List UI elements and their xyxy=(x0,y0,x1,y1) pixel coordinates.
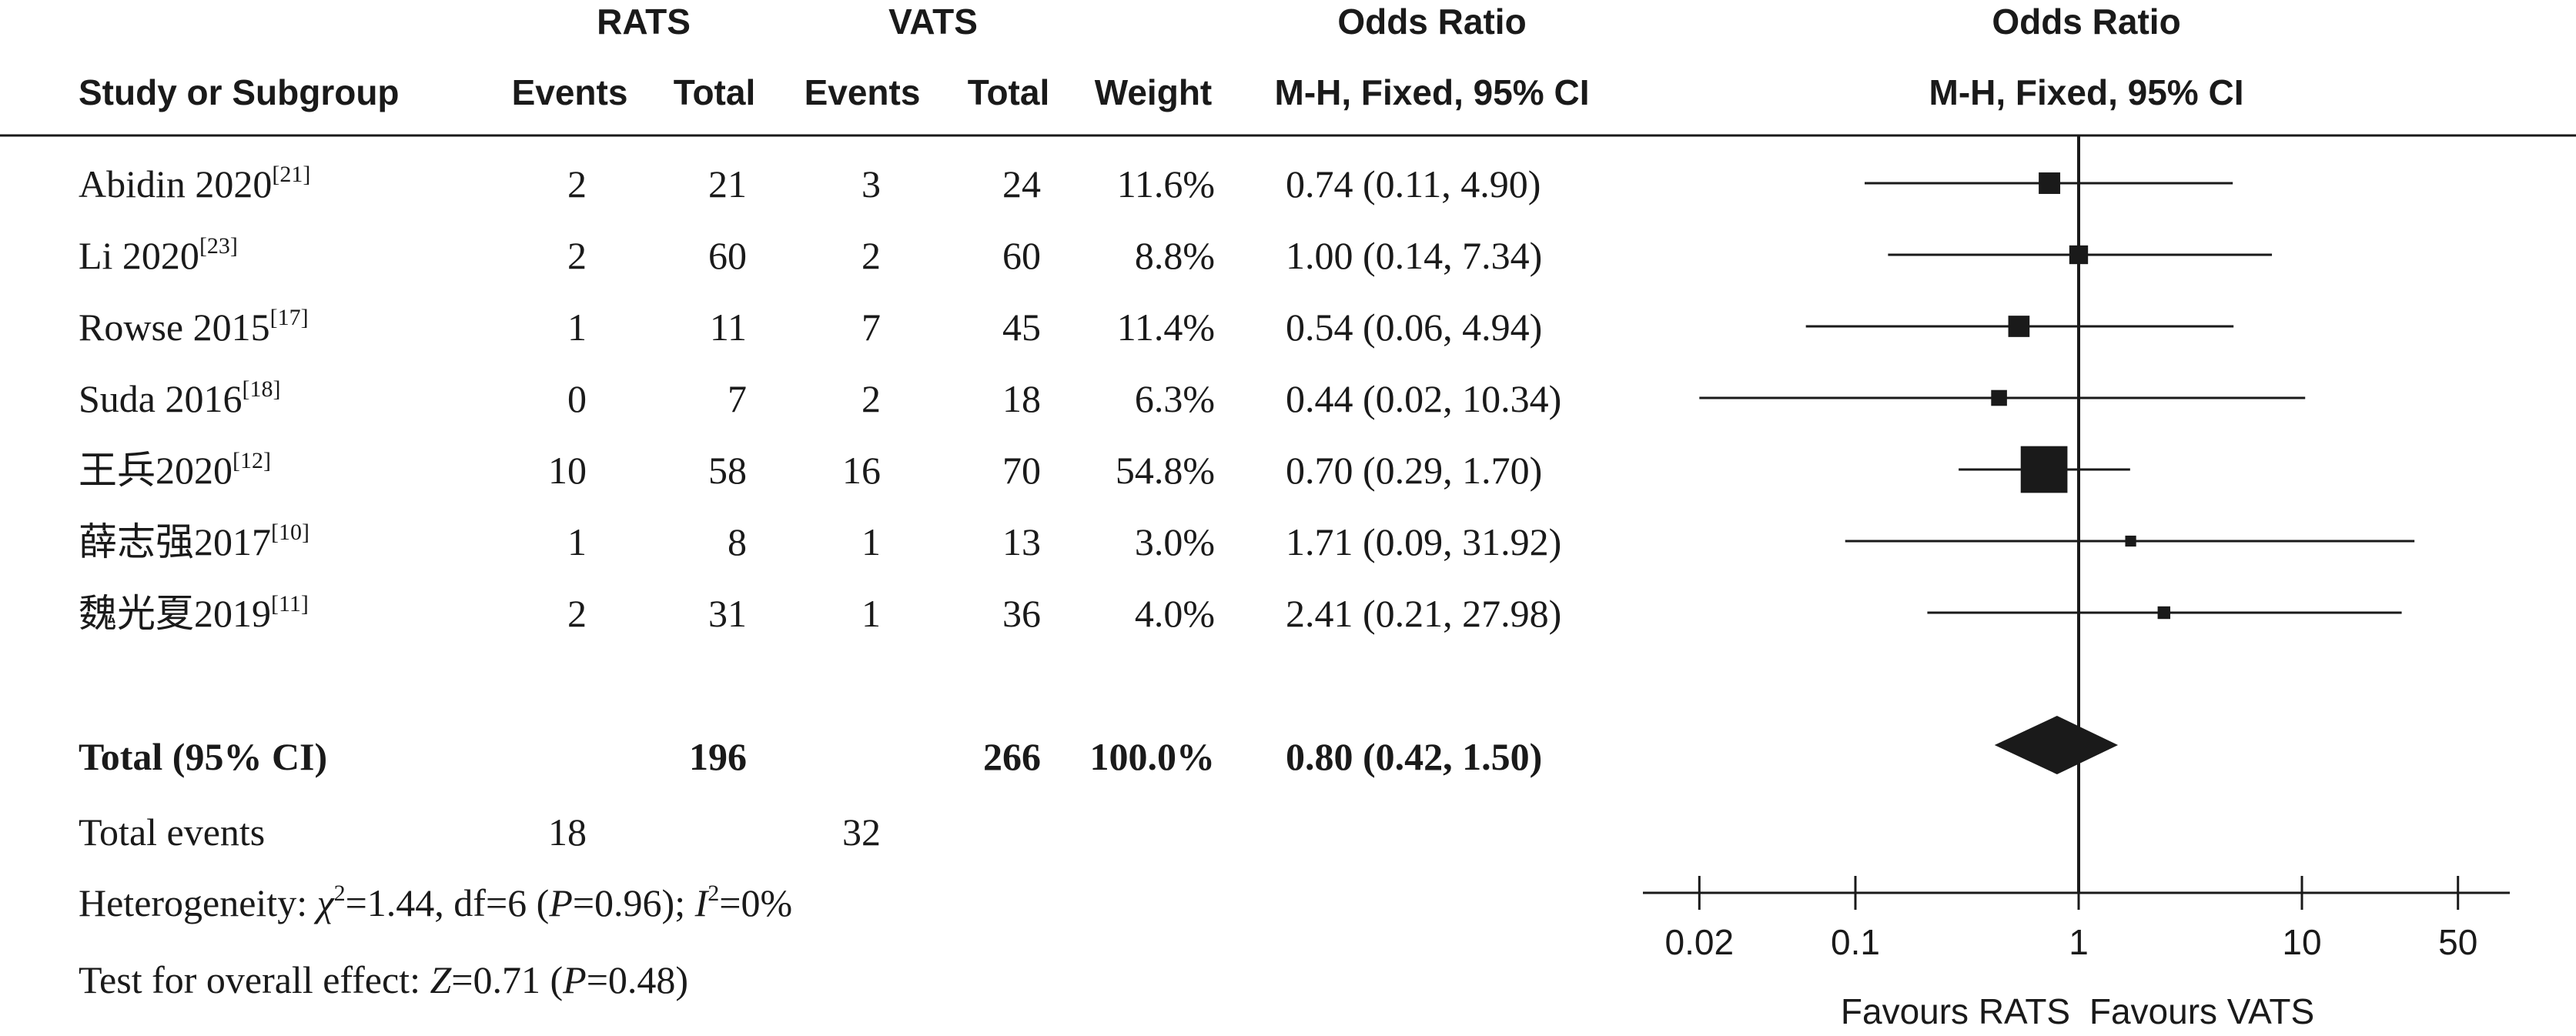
study-name: Li 2020[23] xyxy=(79,233,238,277)
rats-total-cell: 11 xyxy=(710,306,747,349)
vats-total-cell: 70 xyxy=(1002,449,1041,492)
study-name: 王兵2020[12] xyxy=(79,448,271,492)
weight-cell: 3.0% xyxy=(1135,520,1215,563)
pooled-or-text: 0.80 (0.42, 1.50) xyxy=(1286,735,1542,778)
point-estimate-square xyxy=(2157,606,2170,620)
rats-total-cell: 58 xyxy=(708,449,747,492)
heterogeneity-text: Heterogeneity: χ2=1.44, df=6 (P=0.96); I… xyxy=(79,881,792,924)
point-estimate-square xyxy=(1991,389,2007,406)
point-estimate-square xyxy=(2020,446,2068,493)
weight-cell: 8.8% xyxy=(1135,234,1215,277)
weight-cell: 6.3% xyxy=(1135,377,1215,420)
favours-right-label: Favours VATS xyxy=(2089,991,2314,1031)
weight-total: 100.0% xyxy=(1090,735,1216,778)
vats-total-cell: 13 xyxy=(1002,520,1041,563)
vats-total-cell: 36 xyxy=(1002,592,1041,635)
pooled-diamond xyxy=(1994,716,2119,774)
x-tick-label: 0.1 xyxy=(1831,922,1880,962)
group2-header: VATS xyxy=(888,2,978,42)
rats-events-cell: 2 xyxy=(567,162,587,206)
vats-total-header: Total xyxy=(968,72,1049,112)
vats-total-cell: 45 xyxy=(1002,306,1041,349)
or-ci-cell: 0.74 (0.11, 4.90) xyxy=(1286,162,1541,206)
group1-header: RATS xyxy=(597,2,691,42)
or-ci-cell: 0.70 (0.29, 1.70) xyxy=(1286,449,1542,492)
study-name: Rowse 2015[17] xyxy=(79,305,309,349)
or-ci-cell: 2.41 (0.21, 27.98) xyxy=(1286,592,1561,635)
rats-total-cell: 31 xyxy=(708,592,747,635)
or-ci-cell: 1.71 (0.09, 31.92) xyxy=(1286,520,1561,563)
study-rows: Abidin 2020[21] 2 21 3 24 11.6% 0.74 (0.11, 4.… xyxy=(79,162,1561,635)
vats-events-header: Events xyxy=(805,72,921,112)
rats-events-cell: 1 xyxy=(567,520,587,563)
vats-events-cell: 16 xyxy=(842,449,881,492)
vats-events-cell: 7 xyxy=(861,306,881,349)
x-tick-label: 10 xyxy=(2282,922,2321,962)
total-events-label: Total events xyxy=(79,810,265,854)
or-ci-cell: 1.00 (0.14, 7.34) xyxy=(1286,234,1542,277)
point-estimate-square xyxy=(2069,245,2089,265)
vats-events-cell: 2 xyxy=(861,234,881,277)
or-ci-cell: 0.44 (0.02, 10.34) xyxy=(1286,377,1561,420)
weight-cell: 11.4% xyxy=(1117,306,1215,349)
rats-total-cell: 7 xyxy=(728,377,747,420)
rats-events-cell: 0 xyxy=(567,377,587,420)
rats-total-cell: 21 xyxy=(708,162,747,206)
or-method-header: M-H, Fixed, 95% CI xyxy=(1275,72,1590,112)
x-tick-label: 1 xyxy=(2069,922,2089,962)
weight-header: Weight xyxy=(1095,72,1212,112)
rats-events-cell: 2 xyxy=(567,234,587,277)
total-label: Total (95% CI) xyxy=(79,735,327,778)
point-estimate-square xyxy=(2039,172,2061,194)
rats-events-cell: 10 xyxy=(548,449,587,492)
weight-cell: 54.8% xyxy=(1116,449,1215,492)
plot-method-header: M-H, Fixed, 95% CI xyxy=(1929,72,2244,112)
rats-total-header: Total xyxy=(674,72,755,112)
rats-events-cell: 1 xyxy=(567,306,587,349)
point-estimate-square xyxy=(2008,316,2030,337)
rats-total-cell: 60 xyxy=(708,234,747,277)
vats-events-cell: 3 xyxy=(861,162,881,206)
weight-cell: 4.0% xyxy=(1135,592,1215,635)
vats-events-cell: 1 xyxy=(861,592,881,635)
vats-total-cell: 18 xyxy=(1002,377,1041,420)
study-name: Suda 2016[18] xyxy=(79,376,280,420)
vats-grand-total: 266 xyxy=(983,735,1041,778)
plot-title-header: Odds Ratio xyxy=(1992,2,2180,42)
study-name: 魏光夏2019[11] xyxy=(79,591,309,635)
study-name: Abidin 2020[21] xyxy=(79,162,310,206)
or-title-header: Odds Ratio xyxy=(1337,2,1526,42)
rats-grand-total: 196 xyxy=(689,735,747,778)
study-column-header: Study or Subgroup xyxy=(79,72,400,112)
study-name: 薛志强2017[10] xyxy=(79,520,309,563)
point-estimate-square xyxy=(2125,535,2136,547)
rats-events-cell: 2 xyxy=(567,592,587,635)
vats-total-events: 32 xyxy=(842,810,881,854)
vats-events-cell: 1 xyxy=(861,520,881,563)
overall-effect-text: Test for overall effect: Z=0.71 (P=0.48) xyxy=(79,958,688,1001)
vats-total-cell: 24 xyxy=(1002,162,1041,206)
rats-total-cell: 8 xyxy=(728,520,747,563)
vats-total-cell: 60 xyxy=(1002,234,1041,277)
x-tick-label: 0.02 xyxy=(1665,922,1735,962)
weight-cell: 11.6% xyxy=(1117,162,1215,206)
forest-plot-area: 0.02 0.1 1 10 50 xyxy=(1643,135,2510,962)
vats-events-cell: 2 xyxy=(861,377,881,420)
rats-events-header: Events xyxy=(512,72,628,112)
favours-left-label: Favours RATS xyxy=(1841,991,2070,1031)
x-tick-label: 50 xyxy=(2438,922,2477,962)
rats-total-events: 18 xyxy=(548,810,587,854)
or-ci-cell: 0.54 (0.06, 4.94) xyxy=(1286,306,1542,349)
